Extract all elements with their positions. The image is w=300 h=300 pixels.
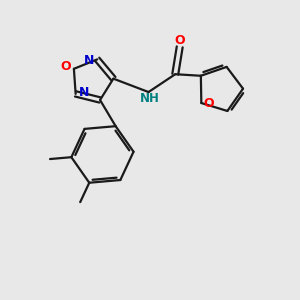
Text: N: N — [79, 86, 89, 99]
Text: N: N — [84, 54, 94, 68]
Text: O: O — [174, 34, 185, 47]
Text: NH: NH — [140, 92, 160, 105]
Text: O: O — [60, 60, 71, 73]
Text: O: O — [203, 97, 214, 110]
